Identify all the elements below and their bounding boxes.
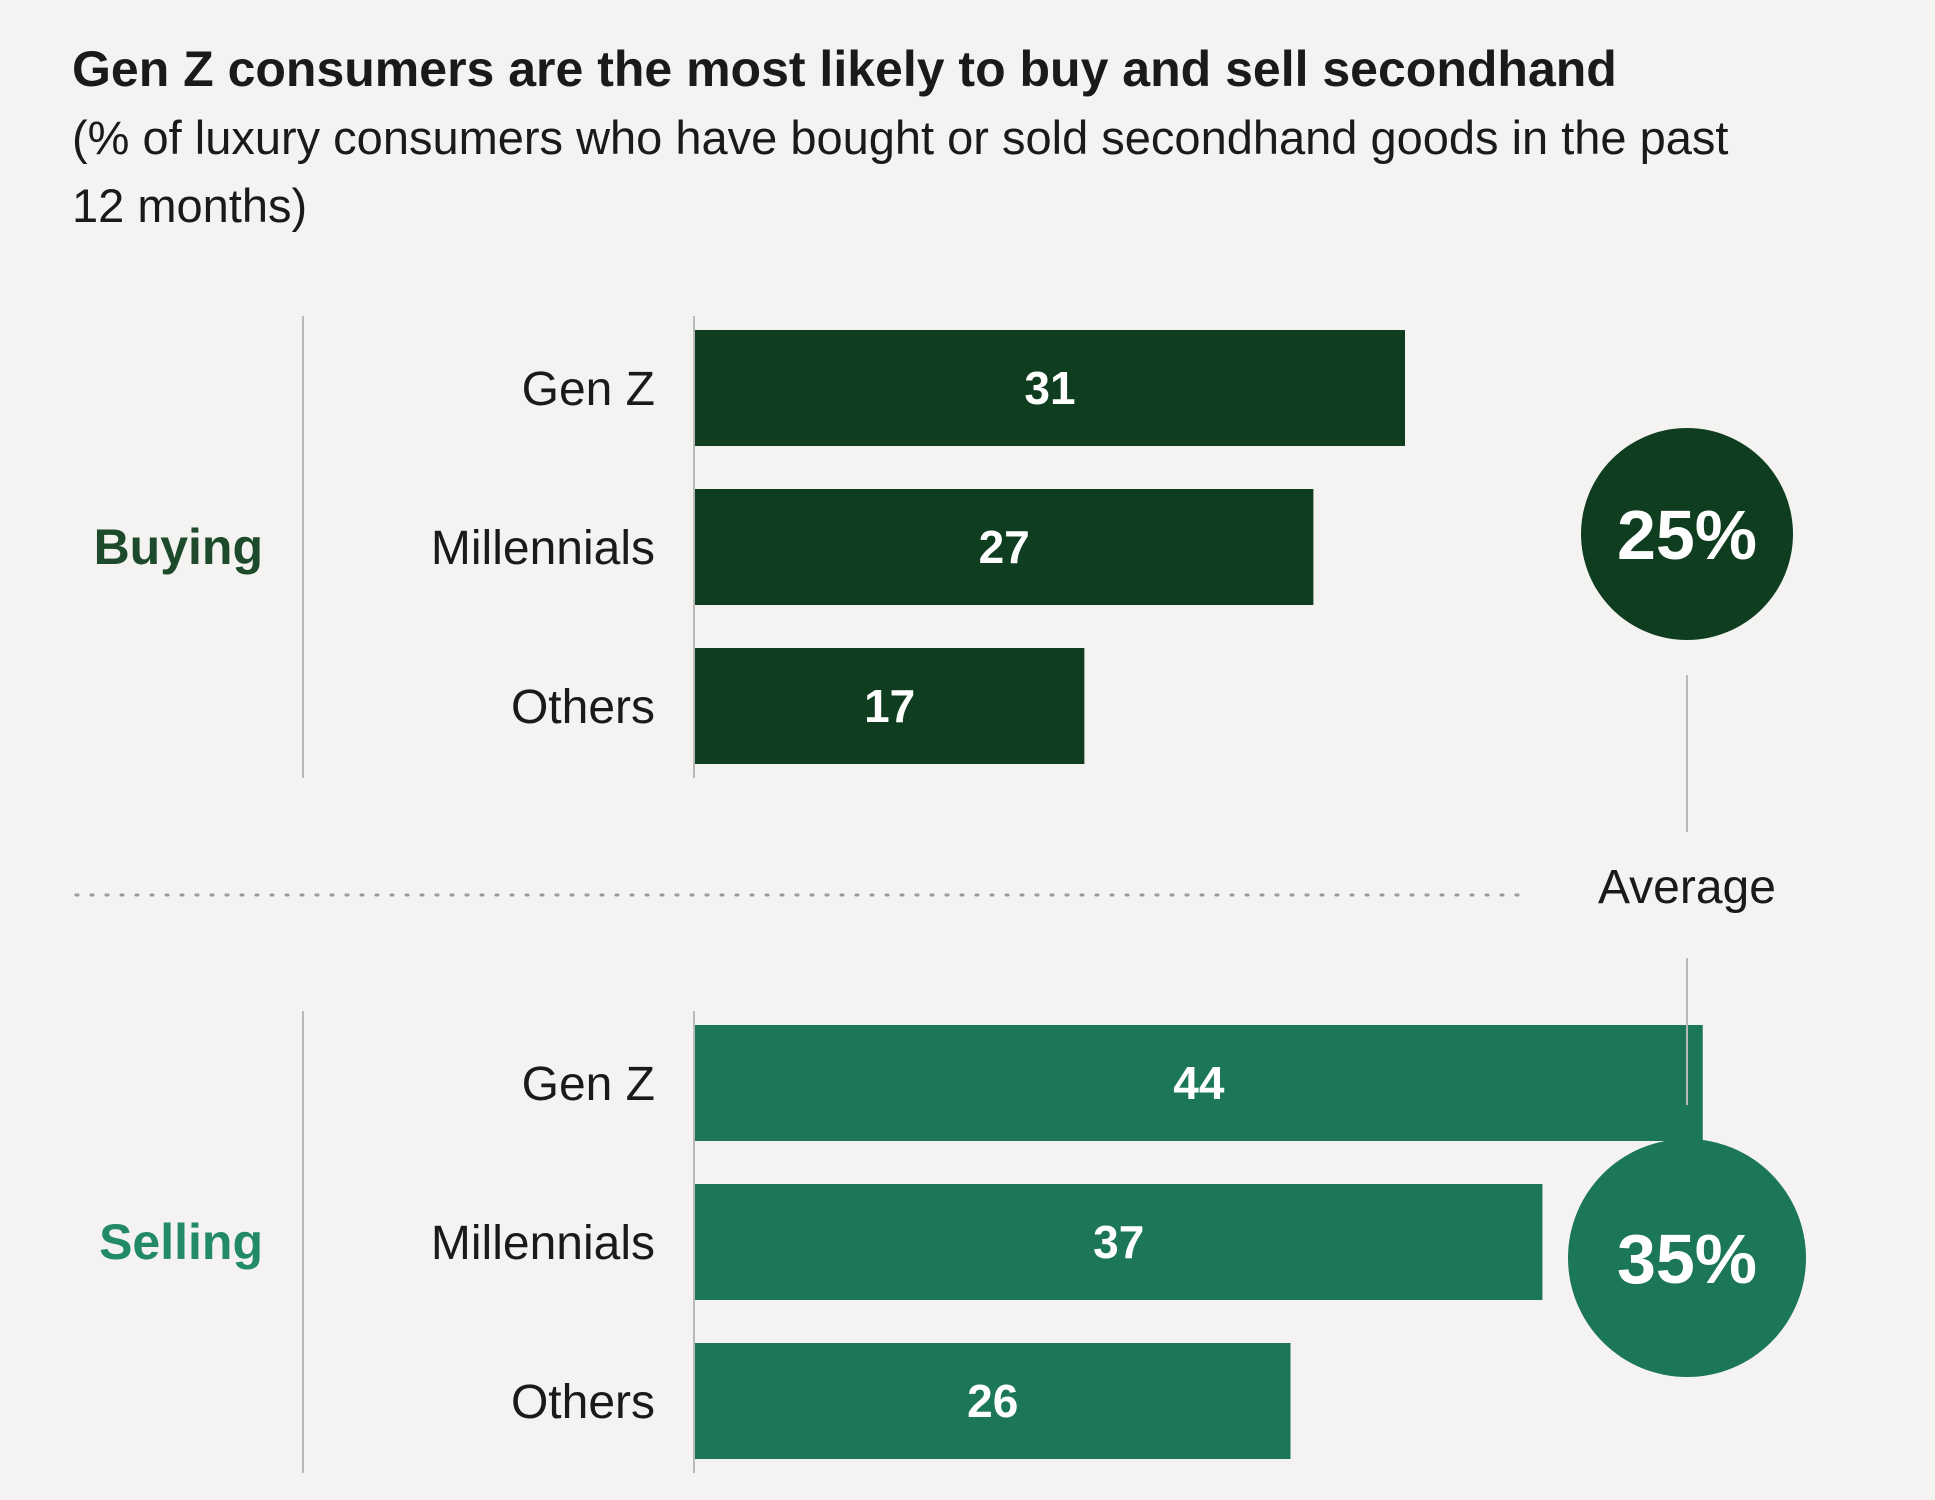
buying-bar-value-gen-z: 31	[1024, 362, 1075, 414]
buying-bar-gen-z	[695, 330, 1405, 446]
selling-category-label-others: Others	[511, 1376, 655, 1429]
selling-bar-value-millennials: 37	[1093, 1216, 1144, 1268]
selling-average-value: 35%	[1617, 1220, 1757, 1298]
buying-bar-value-millennials: 27	[979, 521, 1030, 573]
buying-category-label-others: Others	[511, 681, 655, 734]
buying-bar-millennials	[695, 489, 1314, 605]
buying-average-circle	[1581, 428, 1793, 640]
buying-category-label-gen-z: Gen Z	[522, 363, 655, 416]
average-label: Average	[1598, 861, 1776, 914]
chart-subtitle: (% of luxury consumers who have bought o…	[72, 111, 1729, 232]
buying-category-label-millennials: Millennials	[431, 522, 655, 575]
selling-bar-millennials	[695, 1184, 1543, 1300]
chart-title: Gen Z consumers are the most likely to b…	[72, 41, 1617, 97]
selling-category-label-gen-z: Gen Z	[522, 1058, 655, 1111]
selling-category-label-millennials: Millennials	[431, 1217, 655, 1270]
buying-group-label: Buying	[94, 519, 263, 575]
buying-bar-value-others: 17	[864, 680, 915, 732]
selling-group-label: Selling	[99, 1214, 263, 1270]
selling-bar-value-others: 26	[967, 1375, 1018, 1427]
selling-bar-value-gen-z: 44	[1173, 1057, 1225, 1109]
selling-bar-others	[695, 1343, 1291, 1459]
selling-average-circle	[1568, 1139, 1806, 1377]
selling-bar-gen-z	[695, 1025, 1703, 1141]
buying-average-value: 25%	[1617, 496, 1757, 574]
buying-bar-others	[695, 648, 1085, 764]
